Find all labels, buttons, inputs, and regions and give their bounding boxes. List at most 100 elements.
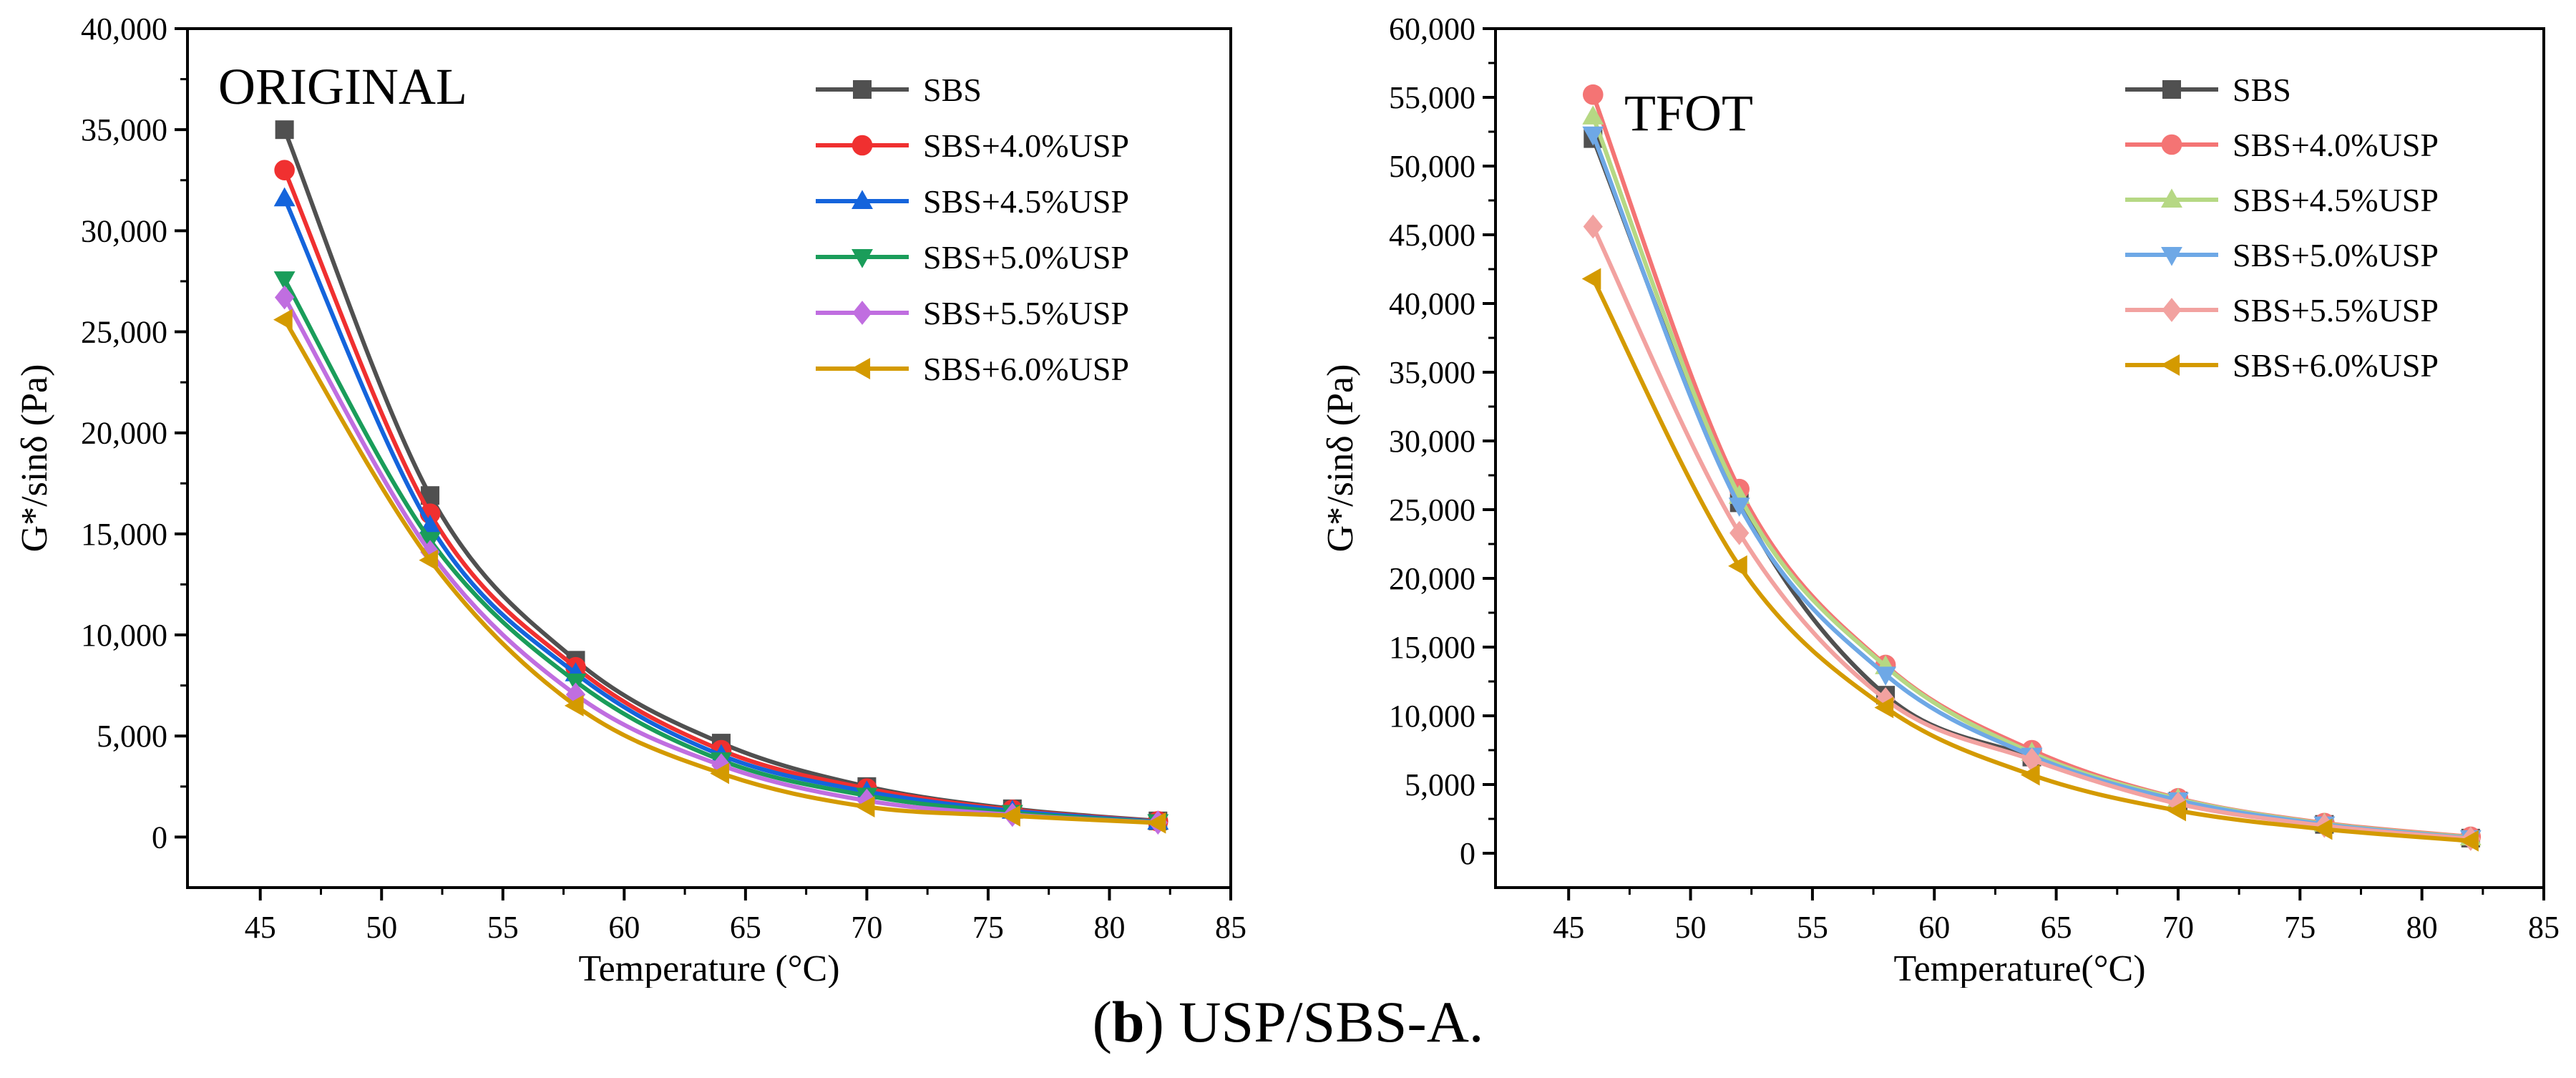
legend-label: SBS xyxy=(923,72,982,108)
x-axis-label: Temperature (°C) xyxy=(578,948,839,988)
data-point xyxy=(1874,696,1894,719)
data-point xyxy=(1875,666,1897,686)
figure-caption: (b) USP/SBS-A. xyxy=(0,986,2576,1058)
plot-frame xyxy=(1494,27,2545,889)
data-point xyxy=(2020,764,2040,786)
series-line xyxy=(282,197,1158,824)
y-tick-label: 5,000 xyxy=(1405,767,1475,802)
y-tick-label: 35,000 xyxy=(1389,355,1475,390)
legend-label: SBS xyxy=(2233,72,2291,108)
data-point xyxy=(1583,214,1603,239)
data-point xyxy=(1728,555,1747,577)
legend-label: SBS+6.0%USP xyxy=(923,351,1129,387)
y-tick-label: 60,000 xyxy=(1389,11,1475,47)
y-tick-label: 30,000 xyxy=(81,213,167,248)
y-tick-label: 15,000 xyxy=(1389,630,1475,665)
legend: SBS SBS+4.0%USP SBS+4.5%USP SBS+5.0%USP SBS+… xyxy=(816,72,1129,387)
x-tick-label: 85 xyxy=(1215,910,1246,945)
x-tick-label: 50 xyxy=(1675,910,1707,945)
legend-marker xyxy=(2161,134,2182,155)
data-point xyxy=(1582,126,1604,146)
data-point xyxy=(1146,812,1166,834)
data-point xyxy=(274,160,295,180)
y-tick-label: 30,000 xyxy=(1389,424,1475,459)
y-tick-label: 25,000 xyxy=(1389,492,1475,528)
legend: SBS SBS+4.0%USP SBS+4.5%USP SBS+5.0%USP SBS+… xyxy=(2125,72,2439,384)
data-point xyxy=(1728,497,1750,517)
series-6 xyxy=(273,309,1166,834)
data-point xyxy=(2021,747,2042,772)
y-tick-label: 55,000 xyxy=(1389,80,1475,115)
legend-label: SBS+6.0%USP xyxy=(2233,347,2439,384)
legend-marker xyxy=(2161,246,2182,266)
legend-label: SBS+4.5%USP xyxy=(2233,182,2439,218)
x-tick-label: 80 xyxy=(2406,910,2438,945)
y-tick-label: 35,000 xyxy=(81,112,167,147)
y-tick-label: 45,000 xyxy=(1389,218,1475,253)
x-tick-label: 55 xyxy=(487,910,519,945)
data-point xyxy=(419,549,439,571)
data-point xyxy=(1581,268,1601,290)
x-tick-label: 70 xyxy=(2162,910,2194,945)
chart-2: 45 50 55 60 65 70 75 80 85 0 5,000 10,000 15,000 20,0… xyxy=(1320,11,2560,989)
data-point xyxy=(855,796,875,818)
legend-marker xyxy=(2162,80,2181,99)
x-tick-label: 45 xyxy=(1553,910,1584,945)
legend-label: SBS+5.5%USP xyxy=(923,295,1129,331)
legend-label: SBS+4.5%USP xyxy=(923,183,1129,220)
data-point xyxy=(273,187,296,207)
chart-title: TFOT xyxy=(1624,84,1753,142)
data-point xyxy=(1582,84,1604,105)
x-tick-label: 70 xyxy=(851,910,882,945)
series-line xyxy=(282,129,1158,823)
chart-1: 45 50 55 60 65 70 75 80 85 0 5,000 10,000 15,000 20,0… xyxy=(14,11,1246,989)
legend-label: SBS+4.0%USP xyxy=(923,127,1129,164)
y-tick-label: 10,000 xyxy=(1389,699,1475,734)
y-tick-label: 0 xyxy=(1460,836,1475,871)
data-point xyxy=(710,762,730,785)
legend-marker xyxy=(852,135,873,156)
legend-label: SBS+4.0%USP xyxy=(2233,127,2439,163)
x-tick-label: 55 xyxy=(1797,910,1828,945)
x-axis-label: Temperature(°C) xyxy=(1893,948,2145,988)
y-axis-label: G*/sinδ (Pa) xyxy=(14,364,55,553)
x-tick-label: 65 xyxy=(730,910,761,945)
x-tick-label: 75 xyxy=(972,910,1004,945)
caption-close-paren: ) xyxy=(1144,989,1164,1054)
legend-marker xyxy=(853,80,872,99)
y-tick-label: 20,000 xyxy=(81,416,167,451)
caption-open-paren: ( xyxy=(1092,989,1112,1054)
data-point xyxy=(2313,818,2333,840)
data-point xyxy=(273,271,296,291)
x-tick-label: 60 xyxy=(608,910,640,945)
legend-label: SBS+5.0%USP xyxy=(2233,237,2439,273)
data-point xyxy=(1001,805,1020,827)
y-tick-label: 50,000 xyxy=(1389,149,1475,184)
plot-frame xyxy=(186,27,1232,889)
x-tick-label: 75 xyxy=(2284,910,2316,945)
legend-marker xyxy=(852,301,872,325)
legend-label: SBS+5.0%USP xyxy=(923,239,1129,276)
data-point xyxy=(273,309,293,331)
legend-marker xyxy=(852,190,873,210)
legend-marker xyxy=(852,248,873,268)
x-tick-label: 65 xyxy=(2041,910,2072,945)
y-tick-label: 10,000 xyxy=(81,618,167,653)
y-tick-label: 15,000 xyxy=(81,517,167,552)
caption-text: USP/SBS-A. xyxy=(1163,989,1484,1054)
y-tick-label: 40,000 xyxy=(1389,286,1475,321)
data-point xyxy=(1582,105,1604,125)
x-tick-label: 80 xyxy=(1093,910,1125,945)
legend-marker xyxy=(2162,298,2182,322)
data-point xyxy=(274,285,295,310)
data-point xyxy=(564,694,584,717)
x-tick-label: 85 xyxy=(2528,910,2560,945)
data-point xyxy=(275,120,294,140)
charts-svg: 45 50 55 60 65 70 75 80 85 0 5,000 10,000 15,000 20,0… xyxy=(14,11,2560,989)
y-tick-label: 25,000 xyxy=(81,315,167,350)
data-point xyxy=(1729,520,1750,545)
y-axis-label: G*/sinδ (Pa) xyxy=(1320,364,1361,553)
x-tick-label: 60 xyxy=(1918,910,1950,945)
legend-marker xyxy=(2160,354,2180,376)
